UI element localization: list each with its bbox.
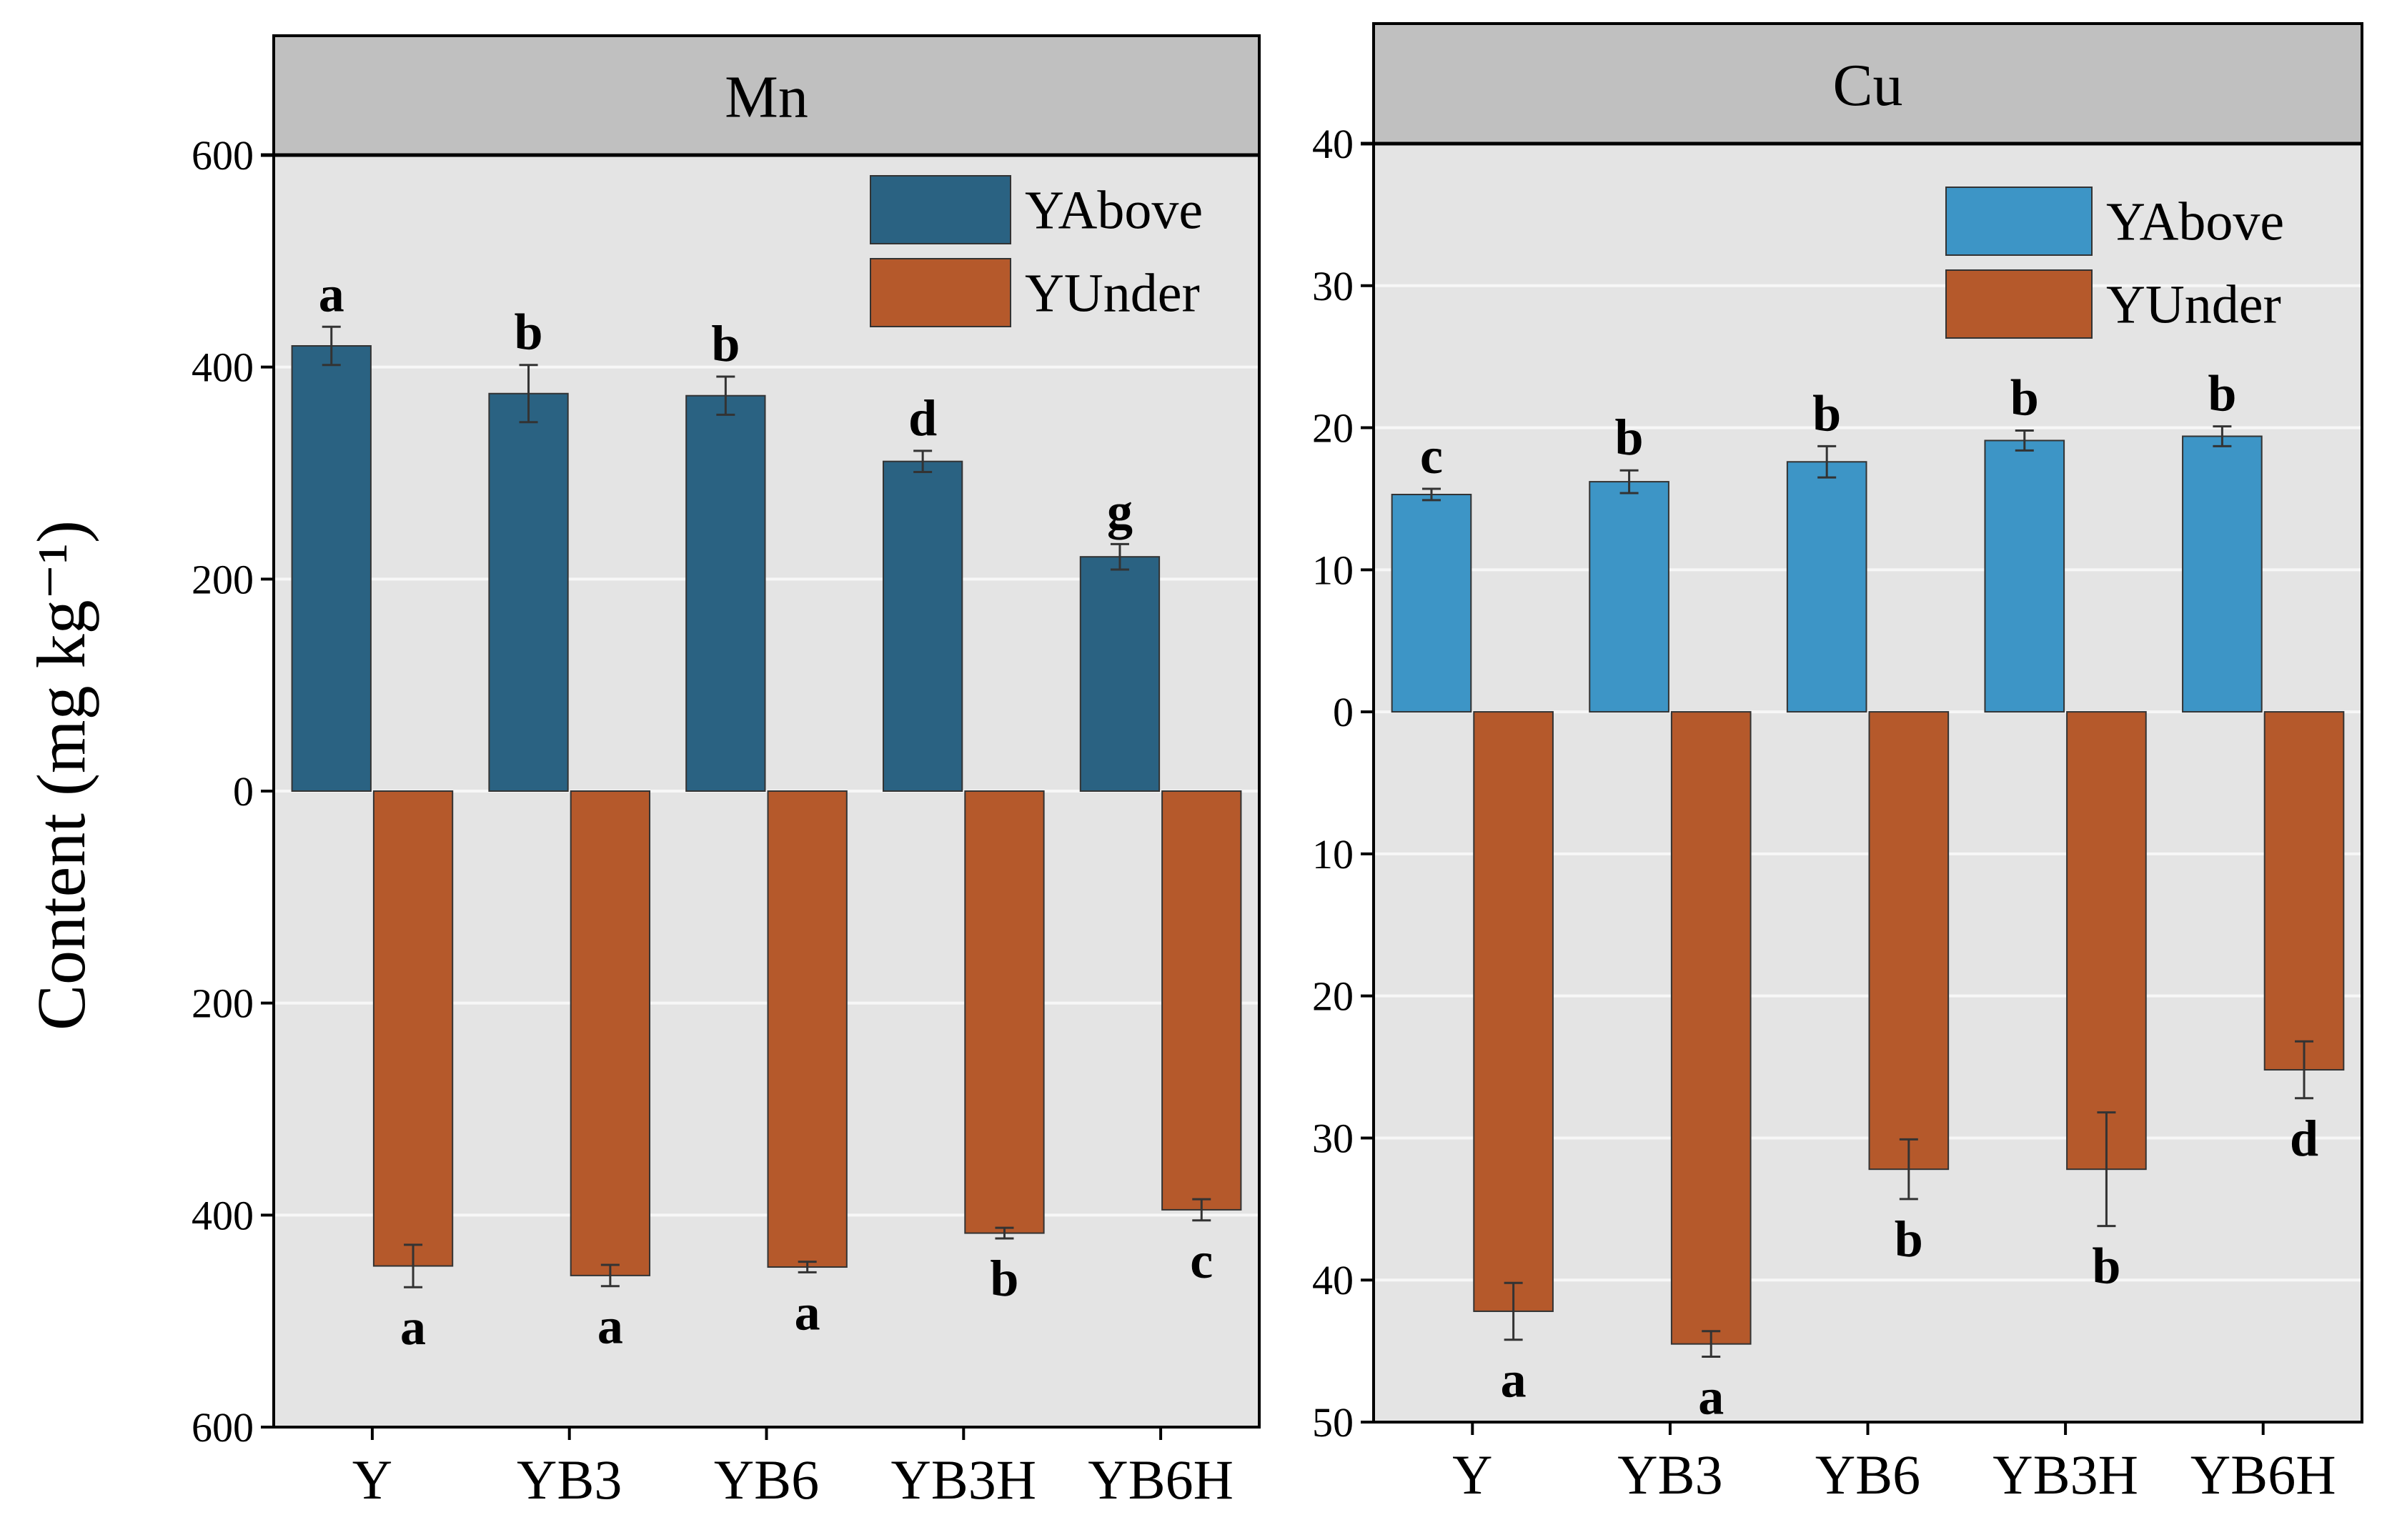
y-tick-label: 0: [233, 768, 254, 815]
bar-yabove: [1589, 481, 1669, 713]
y-tick-label: 200: [192, 556, 254, 602]
legend-label: YAbove: [1025, 181, 1203, 241]
significance-letter: a: [1698, 1368, 1724, 1426]
y-tick-label: 600: [192, 132, 254, 179]
bar-yunder: [570, 790, 651, 1276]
bar-yabove: [1984, 439, 2065, 713]
panel-title: Mn: [725, 64, 808, 131]
bar-yabove: [2182, 435, 2263, 713]
significance-letter: b: [1615, 409, 1644, 466]
legend-swatch: [870, 258, 1011, 327]
y-tick-label: 20: [1312, 405, 1354, 452]
x-tick-label: Y: [1452, 1444, 1492, 1506]
y-tick-label: 10: [1312, 547, 1354, 593]
chart-mn: Mn 600 400 200 0 200 400 600 Ya a YB3 b a YB6 b a YB3H d b…: [192, 34, 1261, 1511]
y-tick-label: 40: [1312, 1257, 1354, 1303]
significance-letter: b: [990, 1250, 1018, 1307]
panel-header: [272, 34, 1261, 157]
legend-label: YUnder: [1025, 264, 1200, 324]
significance-letter: b: [2208, 365, 2236, 422]
y-axis-label: Content (mg kg⁻¹): [23, 520, 99, 1030]
panel-header: [1372, 22, 2363, 145]
y-tick-label: 50: [1312, 1399, 1354, 1446]
bar-yunder: [1868, 711, 1950, 1171]
y-tick-label: 400: [192, 344, 254, 391]
panel-title: Cu: [1832, 52, 1902, 119]
significance-letter: d: [908, 389, 937, 447]
significance-letter: a: [1501, 1351, 1527, 1409]
x-tick-label: YB6: [714, 1449, 819, 1511]
significance-letter: c: [1420, 427, 1443, 485]
bar-yunder: [2263, 711, 2345, 1071]
x-tick-label: YB3H: [1993, 1444, 2138, 1506]
y-tick-label: 0: [1333, 689, 1354, 735]
y-tick-label: 200: [192, 980, 254, 1027]
y-tick-label: 10: [1312, 831, 1354, 878]
bar-yabove: [1079, 556, 1161, 793]
significance-letter: b: [2010, 369, 2039, 427]
legend-swatch: [1945, 269, 2093, 339]
bar-yabove: [291, 345, 372, 792]
bar-yunder: [2066, 711, 2147, 1171]
y-tick-label: 600: [192, 1404, 254, 1451]
significance-letter: b: [515, 304, 543, 361]
legend-label: YAbove: [2106, 192, 2284, 252]
y-tick-label: 400: [192, 1192, 254, 1238]
significance-letter: a: [400, 1298, 426, 1356]
significance-letter: b: [1812, 384, 1841, 442]
bar-yabove: [882, 460, 963, 793]
significance-letter: b: [2092, 1238, 2120, 1295]
bar-yunder: [1473, 711, 1554, 1312]
x-tick-label: YB6: [1815, 1444, 1920, 1506]
x-tick-label: Y: [352, 1449, 392, 1511]
y-tick-label: 40: [1312, 121, 1354, 167]
legend-label: YUnder: [2106, 275, 2281, 335]
bar-yabove: [1391, 493, 1472, 713]
y-tick-label: 30: [1312, 1115, 1354, 1161]
significance-letter: a: [319, 265, 344, 322]
significance-letter: b: [711, 315, 740, 372]
chart-cu: Cu 40 30 20 10 0 10 20 30 40 50 Yc a YB3 b a YB6 b b YB3H b b…: [1312, 22, 2363, 1506]
bar-yunder: [372, 790, 454, 1267]
significance-letter: g: [1107, 482, 1133, 540]
significance-letter: b: [1895, 1211, 1923, 1268]
charts: Mn6004002000200400600YaaYB3baYB6baYB3Hdb…: [192, 22, 2363, 1511]
bar-yunder: [767, 790, 848, 1268]
legend-swatch: [870, 175, 1011, 244]
y-tick-label: 30: [1312, 263, 1354, 309]
bar-yunder: [1161, 790, 1242, 1211]
y-tick-label: 20: [1312, 973, 1354, 1020]
bar-yabove: [1786, 461, 1867, 713]
x-tick-label: YB6H: [1088, 1449, 1234, 1511]
bar-yunder: [1670, 711, 1752, 1345]
significance-letter: d: [2290, 1110, 2318, 1167]
significance-letter: a: [597, 1298, 623, 1355]
significance-letter: c: [1190, 1232, 1213, 1289]
bar-yabove: [685, 394, 766, 792]
x-tick-label: YB3: [1617, 1444, 1722, 1506]
bar-yabove: [488, 392, 569, 792]
bar-yunder: [964, 790, 1045, 1234]
legend-swatch: [1945, 187, 2093, 256]
x-tick-label: YB3H: [890, 1449, 1036, 1511]
x-tick-label: YB6H: [2190, 1444, 2336, 1506]
x-tick-label: YB3: [517, 1449, 622, 1511]
significance-letter: a: [795, 1283, 820, 1341]
